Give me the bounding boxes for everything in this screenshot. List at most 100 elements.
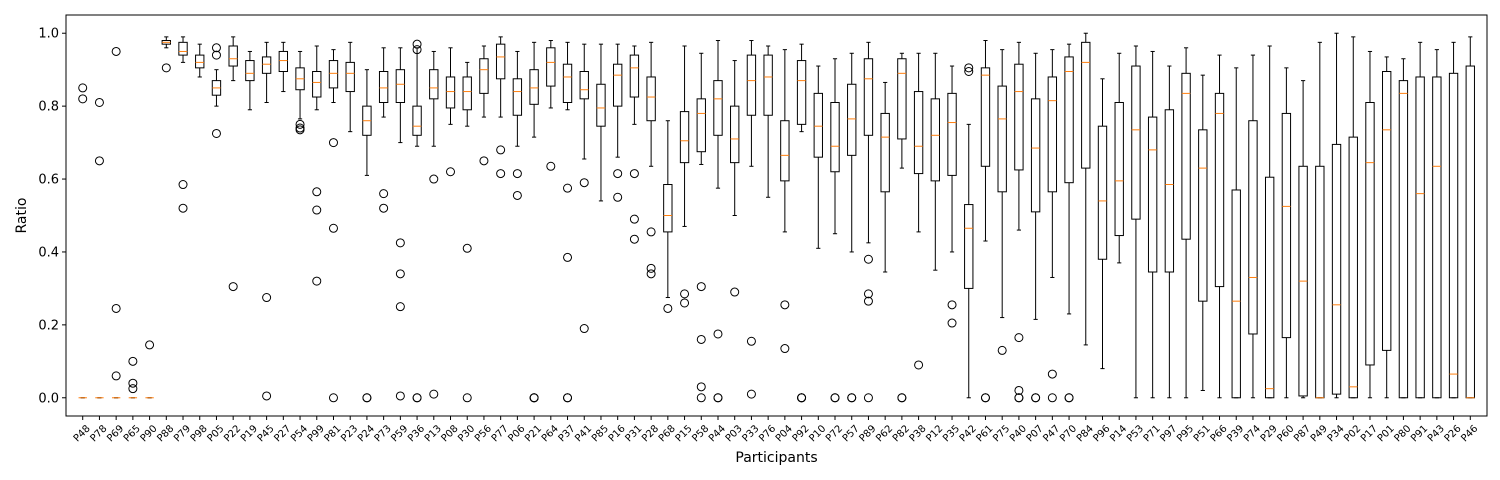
box-group-p03 xyxy=(730,60,740,297)
box-group-p97 xyxy=(1164,65,1175,399)
box-group-p73 xyxy=(378,47,389,213)
box-group-p07 xyxy=(1030,52,1041,403)
flier-point xyxy=(863,254,873,264)
box-iqr xyxy=(1365,101,1375,366)
box-iqr xyxy=(378,71,389,103)
flier-point xyxy=(379,189,389,199)
flier-point xyxy=(462,243,472,253)
box-iqr xyxy=(880,112,890,193)
box-group-p62 xyxy=(880,81,890,273)
box-group-p43 xyxy=(1432,49,1442,399)
box-iqr xyxy=(1064,56,1074,184)
box-iqr xyxy=(646,76,656,122)
flier-point xyxy=(563,183,573,193)
box-group-p02 xyxy=(1348,36,1358,399)
box-iqr xyxy=(780,120,790,182)
box-iqr xyxy=(261,56,272,74)
flier-point xyxy=(1031,393,1041,403)
flier-point xyxy=(680,298,690,308)
flier-point xyxy=(328,223,338,233)
flier-point xyxy=(696,282,706,292)
box-iqr xyxy=(278,50,289,73)
box-iqr xyxy=(1030,98,1041,213)
box-group-p66 xyxy=(1214,54,1225,399)
box-group-p16 xyxy=(613,43,623,202)
box-iqr xyxy=(195,54,205,69)
box-iqr xyxy=(663,184,673,233)
box-iqr xyxy=(897,58,907,140)
box-group-p40 xyxy=(1014,41,1024,403)
flier-point xyxy=(78,83,88,93)
flier-point xyxy=(395,238,405,248)
box-group-p82 xyxy=(897,52,907,403)
box-group-p44 xyxy=(713,40,723,403)
flier-point xyxy=(395,391,405,401)
flier-point xyxy=(496,145,506,155)
box-group-p12 xyxy=(930,52,940,271)
flier-point xyxy=(111,46,121,56)
flier-point xyxy=(797,393,807,403)
box-group-p22 xyxy=(228,36,238,292)
box-iqr xyxy=(746,54,757,116)
box-group-p28 xyxy=(646,41,656,279)
flier-point xyxy=(897,393,907,403)
flier-point xyxy=(696,382,706,392)
flier-point xyxy=(947,300,957,310)
box-group-p34 xyxy=(1331,32,1342,399)
flier-point xyxy=(713,393,723,403)
flier-point xyxy=(629,214,639,224)
box-group-p77 xyxy=(495,36,506,179)
box-iqr xyxy=(613,63,623,107)
box-group-p24 xyxy=(362,69,372,403)
flier-point xyxy=(362,393,372,403)
flier-point xyxy=(563,393,573,403)
flier-point xyxy=(412,393,422,403)
box-iqr xyxy=(1181,72,1191,240)
flier-point xyxy=(161,63,171,73)
plot-frame xyxy=(65,14,1488,417)
box-iqr xyxy=(1331,143,1342,395)
box-iqr xyxy=(813,92,823,158)
flier-point xyxy=(646,263,656,273)
box-group-p75 xyxy=(997,49,1007,355)
box-group-p58 xyxy=(696,52,706,403)
box-group-p21 xyxy=(529,41,539,403)
box-group-p69 xyxy=(111,46,121,399)
flier-point xyxy=(629,169,639,179)
box-group-p99 xyxy=(312,45,322,286)
box-group-p42 xyxy=(964,63,974,399)
box-group-p08 xyxy=(445,47,456,177)
box-group-p47 xyxy=(1047,49,1058,403)
box-group-p84 xyxy=(1081,32,1091,346)
box-group-p33 xyxy=(746,40,757,399)
box-iqr xyxy=(713,80,723,136)
box-iqr xyxy=(1081,41,1091,169)
box-group-p30 xyxy=(462,61,472,403)
box-iqr xyxy=(1198,129,1208,302)
x-axis-label: Participants xyxy=(735,450,817,466)
box-iqr xyxy=(1448,72,1459,399)
box-group-p72 xyxy=(830,58,840,403)
flier-point xyxy=(479,156,489,166)
flier-point xyxy=(563,252,573,262)
flier-point xyxy=(295,125,305,135)
box-iqr xyxy=(1382,71,1392,351)
box-group-p53 xyxy=(1131,45,1141,399)
flier-point xyxy=(629,234,639,244)
box-iqr xyxy=(629,54,640,98)
box-iqr xyxy=(479,58,489,94)
flier-point xyxy=(496,169,506,179)
flier-point xyxy=(1064,393,1074,403)
flier-point xyxy=(111,303,121,313)
flier-point xyxy=(579,324,589,334)
box-iqr xyxy=(1248,120,1258,335)
box-group-p91 xyxy=(1415,41,1425,399)
flier-point xyxy=(613,169,623,179)
box-group-p45 xyxy=(261,41,272,401)
box-iqr xyxy=(930,98,940,182)
box-group-p95 xyxy=(1181,47,1191,399)
flier-point xyxy=(211,43,221,53)
y-tick-label: 1.0 xyxy=(38,27,59,42)
box-group-p37 xyxy=(562,41,573,403)
